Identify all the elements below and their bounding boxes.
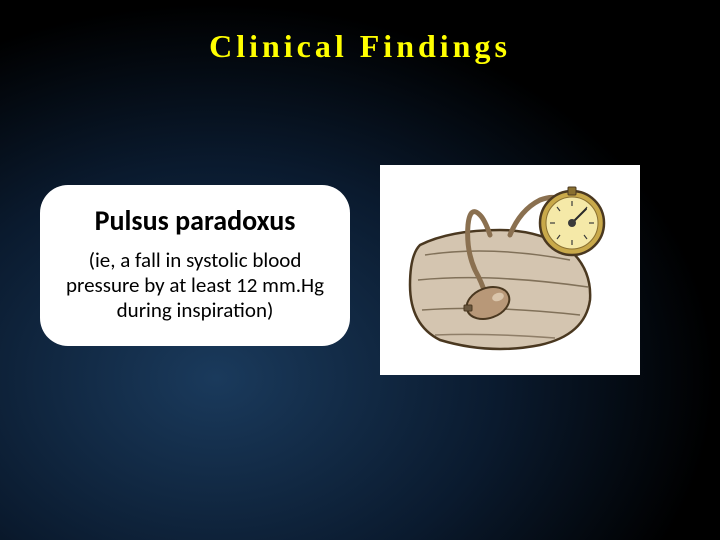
card-body-text: (ie, a fall in systolic blood pressure b… [62, 248, 328, 324]
slide-title: Clinical Findings [0, 0, 720, 65]
card-heading: Pulsus paradoxus [62, 203, 328, 238]
definition-card: Pulsus paradoxus (ie, a fall in systolic… [40, 185, 350, 346]
illustration-box [380, 165, 640, 375]
sphygmomanometer-icon [390, 175, 630, 365]
content-row: Pulsus paradoxus (ie, a fall in systolic… [0, 185, 720, 375]
